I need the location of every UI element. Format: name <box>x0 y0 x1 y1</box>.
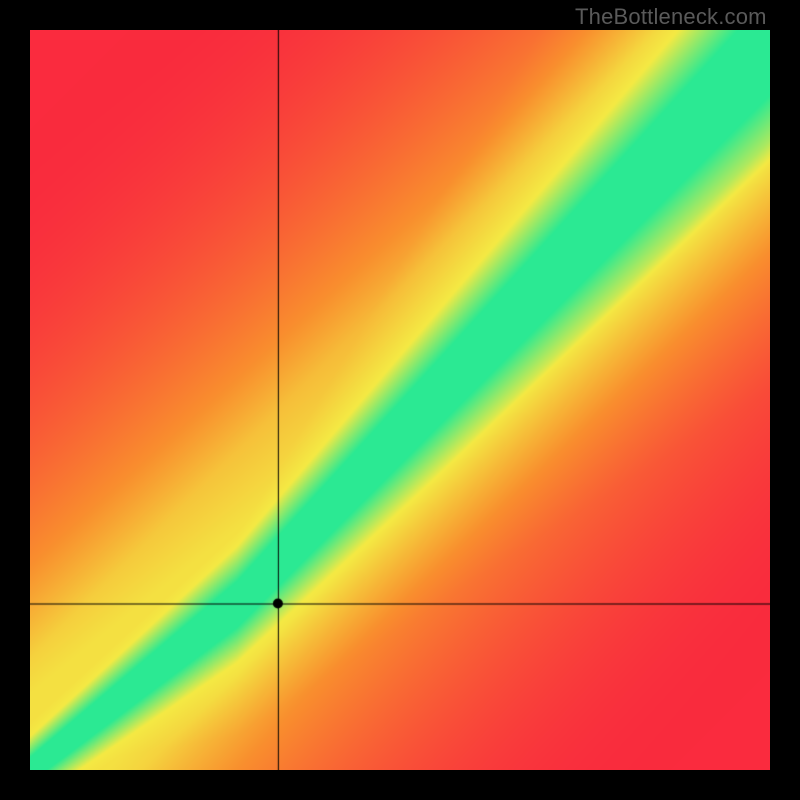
heatmap-plot <box>30 30 770 770</box>
watermark-label: TheBottleneck.com <box>575 4 767 30</box>
heatmap-canvas <box>30 30 770 770</box>
